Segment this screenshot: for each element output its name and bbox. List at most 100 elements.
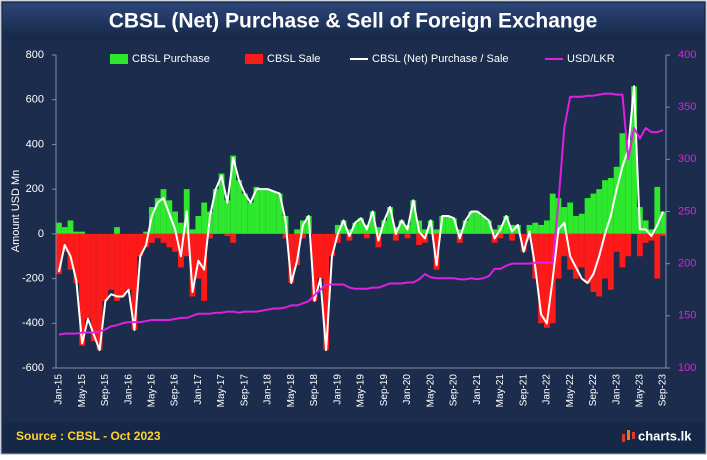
bar <box>189 229 196 234</box>
bar <box>218 173 225 234</box>
bar <box>607 233 614 290</box>
bar <box>578 213 585 234</box>
bar <box>85 233 91 319</box>
bar <box>369 211 376 234</box>
bar <box>90 233 97 342</box>
x-tick-label: May-15 <box>77 374 88 408</box>
bar <box>445 215 452 234</box>
bar <box>79 233 86 346</box>
bar <box>596 189 603 234</box>
x-tick-label: Sep-22 <box>588 374 599 407</box>
y2-tick-label: 350 <box>678 101 696 113</box>
bar <box>212 189 219 234</box>
bar <box>468 211 475 234</box>
x-tick-label: May-19 <box>356 374 367 408</box>
bar <box>497 233 504 239</box>
bar <box>654 233 661 279</box>
bar <box>433 233 440 270</box>
bar <box>207 233 213 239</box>
y-tick-label: -400 <box>22 317 44 329</box>
bar <box>503 215 510 234</box>
bar <box>561 207 568 234</box>
y-tick-label: 0 <box>38 228 44 240</box>
bar <box>288 233 295 284</box>
y-tick-label: 800 <box>26 49 44 61</box>
bar <box>555 233 562 279</box>
bar <box>224 233 231 237</box>
x-tick-label: Jan-17 <box>193 374 204 405</box>
y2-tick-label: 250 <box>678 205 696 217</box>
line <box>57 85 665 352</box>
bar <box>61 227 68 234</box>
bar <box>584 233 591 284</box>
bar <box>73 233 80 284</box>
x-tick-label: May-16 <box>146 374 157 408</box>
bar <box>654 186 661 234</box>
x-tick-label: Sep-17 <box>239 374 250 407</box>
y-axis-title: Amount USD Mn <box>10 170 22 253</box>
y-tick-label: 400 <box>26 138 44 150</box>
bar <box>119 233 126 297</box>
bar <box>561 233 568 257</box>
bar <box>154 233 161 239</box>
bar <box>195 233 202 279</box>
bar <box>526 224 533 234</box>
y-tick-label: -200 <box>22 272 44 284</box>
bar <box>276 193 283 234</box>
bar <box>137 233 144 257</box>
bar <box>172 233 178 252</box>
x-tick-label: May-21 <box>495 374 506 408</box>
y2-tick-label: 200 <box>678 258 696 270</box>
bar <box>346 233 353 241</box>
x-tick-label: May-22 <box>565 374 576 408</box>
bar <box>358 218 364 234</box>
legend-label: USD/LKR <box>567 53 615 65</box>
bar <box>456 229 463 234</box>
bar <box>642 233 649 243</box>
bar <box>544 220 550 234</box>
x-tick-label: Sep-23 <box>658 374 669 407</box>
bar <box>230 233 237 243</box>
bar <box>183 233 190 257</box>
x-tick-label: Jan-16 <box>123 374 134 405</box>
title-band <box>3 3 704 39</box>
bar <box>259 189 266 234</box>
bar <box>270 191 277 234</box>
bar <box>73 231 80 234</box>
bar <box>340 220 347 234</box>
bar <box>584 198 591 234</box>
x-tick-label: May-18 <box>286 374 297 408</box>
bar <box>56 233 62 275</box>
bar <box>236 180 242 234</box>
bar <box>422 229 428 234</box>
y2-tick-label: 100 <box>678 362 696 374</box>
source: Source : CBSL - Oct 2023 <box>16 429 161 443</box>
x-tick-label: Jan-20 <box>402 374 413 405</box>
bar <box>410 200 417 234</box>
bar <box>613 233 620 252</box>
brand-icon <box>622 430 635 442</box>
chart-title: CBSL (Net) Purchase & Sell of Foreign Ex… <box>109 10 598 33</box>
y-tick-label: 600 <box>26 94 44 106</box>
bar <box>265 189 271 234</box>
bar <box>294 229 300 234</box>
bar <box>166 200 173 234</box>
bar <box>172 211 178 234</box>
x-tick-label: May-17 <box>216 374 227 408</box>
bar <box>363 233 370 239</box>
x-tick-label: Jan-18 <box>263 374 274 405</box>
bar <box>567 202 574 234</box>
bar <box>602 180 608 234</box>
bar <box>625 233 632 257</box>
bar <box>334 233 341 243</box>
bar <box>509 233 515 241</box>
bar <box>352 222 359 234</box>
legend-swatch <box>110 54 128 64</box>
bar <box>56 222 62 234</box>
bar <box>648 229 655 234</box>
bar <box>387 207 393 234</box>
bar <box>96 233 103 351</box>
y-tick-label: -600 <box>22 362 44 374</box>
x-tick-label: Sep-20 <box>449 374 460 407</box>
y2-tick-label: 400 <box>678 49 696 61</box>
